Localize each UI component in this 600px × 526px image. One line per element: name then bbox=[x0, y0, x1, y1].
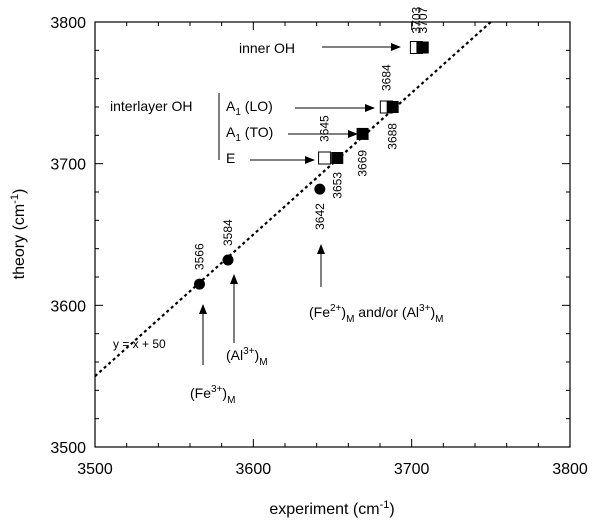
y-tick-labels: 3500 3600 3700 3800 bbox=[50, 15, 86, 457]
y-tick-label: 3600 bbox=[50, 298, 86, 315]
point-value-label: 3584 bbox=[221, 219, 235, 246]
plot-frame bbox=[94, 21, 571, 448]
point-value-label: 3707 bbox=[416, 6, 430, 33]
y-tick-label: 3500 bbox=[50, 440, 86, 457]
x-tick-label: 3500 bbox=[77, 461, 113, 478]
x-tick-label: 3600 bbox=[236, 461, 272, 478]
y-tick-label: 3800 bbox=[50, 15, 86, 32]
point-value-label: 3642 bbox=[313, 203, 327, 230]
point-filled-square bbox=[416, 41, 429, 54]
y-axis-title: theory (cm-1) bbox=[9, 189, 28, 280]
interlayer-oh-label: interlayer OH bbox=[110, 98, 192, 114]
fit-line bbox=[94, 21, 492, 377]
point-filled-square bbox=[386, 101, 399, 113]
point-value-label: 3566 bbox=[193, 243, 207, 270]
a1-lo-label: A1 (LO) bbox=[226, 98, 273, 118]
point-value-label: 3645 bbox=[318, 115, 332, 142]
point-circle bbox=[222, 254, 234, 266]
y-tick-label: 3700 bbox=[50, 157, 86, 174]
point-filled-square bbox=[356, 127, 369, 140]
point-value-label: 3703 bbox=[409, 6, 423, 33]
point-value-label: 3669 bbox=[356, 150, 370, 177]
fit-line-label: y = x + 50 bbox=[113, 337, 166, 351]
a1-to-label: A1 (TO) bbox=[226, 124, 273, 144]
point-circle bbox=[314, 183, 326, 195]
point-value-label: 3688 bbox=[386, 123, 400, 150]
point-open-square bbox=[318, 151, 332, 165]
e-mode-label: E bbox=[226, 150, 235, 166]
point-filled-square bbox=[331, 152, 344, 164]
inner-oh-label: inner OH bbox=[239, 40, 295, 56]
point-value-label: 3684 bbox=[379, 64, 393, 91]
fe2-al3-label: (Fe2+)M and/or (Al3+)M bbox=[309, 303, 443, 325]
point-circle bbox=[194, 278, 205, 290]
x-tick-label: 3800 bbox=[552, 461, 588, 478]
fe3-label: (Fe3+)M bbox=[190, 384, 235, 406]
x-tick-labels: 3500 3600 3700 3800 bbox=[77, 461, 588, 478]
al3-label: (Al3+)M bbox=[226, 346, 268, 368]
x-axis-title: experiment (cm-1) bbox=[269, 499, 394, 518]
x-tick-label: 3700 bbox=[394, 461, 430, 478]
point-value-label: 3653 bbox=[330, 172, 344, 199]
tick-group bbox=[94, 21, 571, 448]
data-points bbox=[194, 41, 429, 290]
